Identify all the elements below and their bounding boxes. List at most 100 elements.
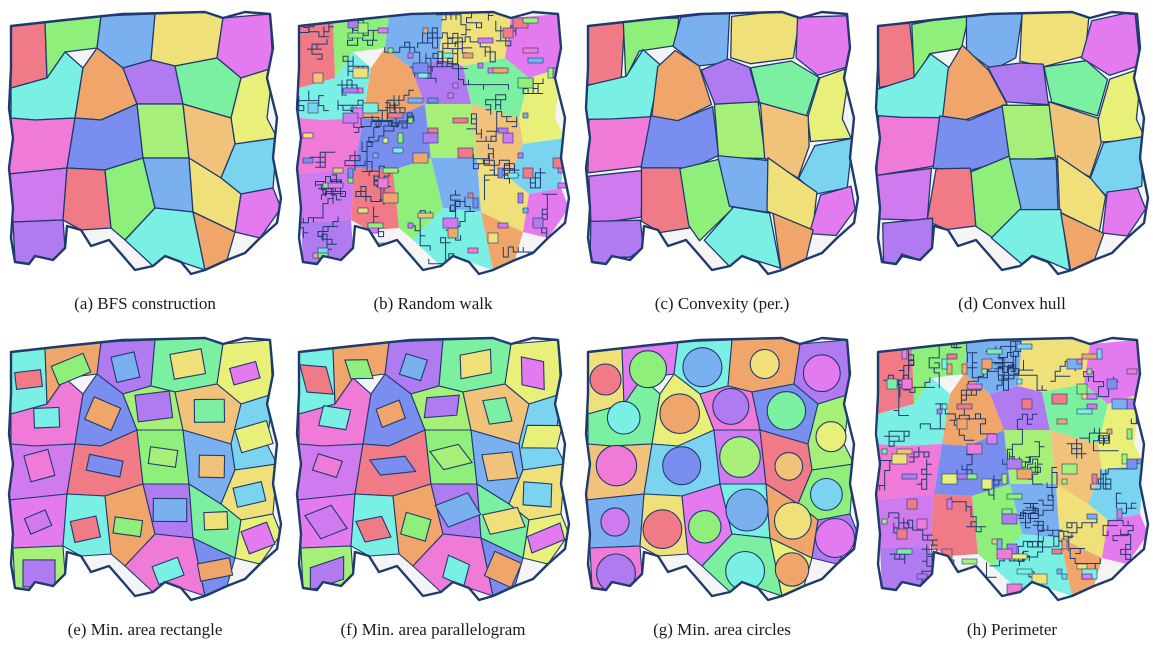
district-cell — [1126, 458, 1138, 470]
district-boundary — [1066, 517, 1098, 539]
district-cell — [352, 67, 369, 79]
district-cell — [1016, 568, 1033, 575]
bounding-shape — [50, 352, 92, 386]
district-boundary — [447, 48, 468, 70]
district-cell — [527, 57, 544, 64]
district — [679, 158, 733, 242]
district-boundary — [1102, 520, 1134, 542]
state-outline — [874, 336, 1150, 602]
district-cell — [302, 132, 314, 139]
district — [1088, 464, 1144, 520]
district-cell — [901, 473, 918, 480]
district-cell — [427, 97, 439, 104]
district-cell — [1006, 493, 1023, 500]
district-cell — [1116, 508, 1123, 520]
district-cell — [1081, 353, 1098, 360]
district-cell — [881, 448, 888, 455]
bounding-shape — [134, 390, 174, 423]
district — [1056, 154, 1107, 233]
district-cell — [886, 378, 898, 390]
bounding-circle — [712, 387, 750, 425]
bounding-shape — [368, 455, 417, 476]
bounding-circle — [802, 354, 841, 393]
district-boundary — [355, 186, 391, 202]
district-map — [7, 10, 283, 276]
bounding-circle — [774, 452, 804, 481]
state-outline — [584, 10, 860, 276]
district — [990, 386, 1050, 430]
bounding-shape — [203, 511, 229, 531]
district-boundary — [342, 55, 369, 77]
district-boundary — [1022, 541, 1053, 562]
district-cell — [497, 222, 509, 229]
bounding-shape — [152, 497, 188, 523]
district-boundary — [298, 90, 329, 112]
district-cell — [1076, 383, 1088, 395]
district — [481, 212, 523, 270]
district-cell — [407, 97, 424, 104]
district-cell — [896, 448, 913, 455]
district-boundary — [440, 237, 456, 274]
bounding-shape — [423, 394, 460, 419]
district-boundary — [309, 151, 336, 168]
panel-f: (f) Min. area parallelogram — [293, 334, 573, 654]
district — [1102, 514, 1148, 564]
district-boundary — [371, 99, 393, 126]
district-boundary — [949, 405, 975, 441]
district-cell — [966, 383, 983, 390]
district-boundary — [1090, 469, 1112, 490]
district-boundary — [1079, 428, 1110, 444]
district-cell — [1051, 548, 1063, 555]
district-cell — [1131, 558, 1143, 570]
district-cell — [1061, 573, 1068, 580]
bounding-shape — [318, 405, 352, 431]
district-boundary — [307, 39, 328, 60]
bounding-circle — [725, 550, 766, 591]
district-map — [295, 336, 571, 602]
district-cell — [522, 47, 539, 54]
district-boundary — [461, 12, 482, 29]
district — [136, 103, 190, 159]
district-boundary — [317, 216, 339, 242]
district-cell — [1096, 348, 1103, 360]
district — [413, 208, 493, 270]
bounding-shape — [299, 364, 334, 395]
caption: (f) Min. area parallelogram — [340, 620, 526, 639]
district-cell — [1006, 458, 1023, 470]
district-cell — [347, 32, 364, 39]
district-cell — [322, 182, 329, 189]
district-boundary — [472, 143, 494, 170]
district-cell — [1061, 538, 1068, 550]
bounding-circle — [659, 393, 701, 435]
bounding-shape — [522, 481, 553, 508]
district — [10, 21, 48, 89]
district — [463, 58, 529, 118]
district-cell — [936, 408, 943, 415]
district-boundary — [466, 113, 482, 139]
district-boundary — [417, 32, 443, 49]
district-boundary — [1020, 502, 1036, 529]
district-cell — [1011, 553, 1028, 560]
district-cell — [407, 222, 414, 229]
district-cell — [1106, 428, 1113, 435]
district-cell — [467, 192, 474, 199]
district — [477, 158, 529, 232]
district-boundary — [1006, 413, 1038, 460]
district — [640, 167, 691, 234]
district-cell — [966, 443, 983, 455]
district-cell — [412, 152, 429, 164]
district-cell — [522, 17, 539, 24]
district — [713, 101, 767, 160]
panel-g: (g) Min. area circles — [582, 334, 862, 654]
district-cell — [901, 378, 913, 390]
bounding-circle — [606, 400, 641, 435]
district — [795, 15, 853, 76]
panel-e: (e) Min. area rectangle — [5, 334, 285, 654]
bounding-shape — [169, 348, 207, 380]
district-cell — [1126, 368, 1138, 375]
district-boundary — [318, 183, 343, 219]
bounding-circle — [682, 347, 723, 388]
panel-h: (h) Perimeter — [872, 334, 1152, 654]
district-boundary — [1066, 438, 1087, 459]
district-boundary — [876, 455, 901, 491]
